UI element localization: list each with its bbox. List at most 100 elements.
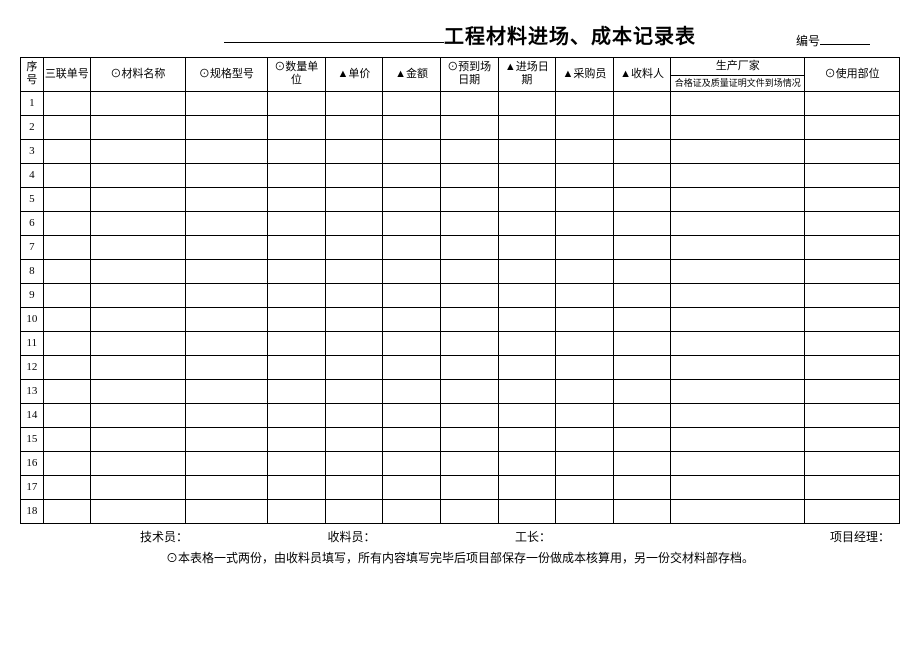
cell-empty <box>90 499 185 523</box>
cell-empty <box>325 499 383 523</box>
cell-empty <box>498 115 556 139</box>
cell-empty <box>185 475 267 499</box>
cell-empty <box>90 283 185 307</box>
cell-empty <box>383 235 441 259</box>
cell-empty <box>268 211 326 235</box>
cell-empty <box>440 163 498 187</box>
cell-empty <box>440 187 498 211</box>
cell-empty <box>43 499 90 523</box>
cell-empty <box>671 211 805 235</box>
table-row: 2 <box>21 115 900 139</box>
cell-empty <box>671 115 805 139</box>
cell-empty <box>613 283 671 307</box>
cell-empty <box>440 355 498 379</box>
cell-empty <box>268 163 326 187</box>
cell-empty <box>383 355 441 379</box>
cell-empty <box>43 91 90 115</box>
cell-empty <box>383 259 441 283</box>
cell-empty <box>90 211 185 235</box>
cell-empty <box>43 331 90 355</box>
cell-empty <box>613 259 671 283</box>
cell-empty <box>556 451 614 475</box>
cell-empty <box>268 355 326 379</box>
cell-empty <box>383 499 441 523</box>
cell-empty <box>498 91 556 115</box>
cell-empty <box>805 91 900 115</box>
table-row: 6 <box>21 211 900 235</box>
cell-empty <box>268 331 326 355</box>
cell-empty <box>383 427 441 451</box>
cell-seq: 4 <box>21 163 44 187</box>
cell-empty <box>383 451 441 475</box>
cell-empty <box>613 235 671 259</box>
cell-empty <box>268 499 326 523</box>
cell-empty <box>43 235 90 259</box>
cell-seq: 14 <box>21 403 44 427</box>
cell-empty <box>440 139 498 163</box>
cell-empty <box>268 379 326 403</box>
cell-empty <box>498 283 556 307</box>
cell-empty <box>805 307 900 331</box>
cell-empty <box>805 379 900 403</box>
cell-empty <box>613 115 671 139</box>
cell-empty <box>43 115 90 139</box>
cell-empty <box>498 403 556 427</box>
cell-empty <box>805 331 900 355</box>
cell-empty <box>325 451 383 475</box>
cell-empty <box>671 235 805 259</box>
cell-empty <box>498 499 556 523</box>
cell-empty <box>556 163 614 187</box>
th-amount: ▲金额 <box>383 58 441 92</box>
footnote: ⊙本表格一式两份，由收料员填写，所有内容填写完毕后项目部保存一份做成本核算用，另… <box>20 549 900 566</box>
cell-empty <box>671 331 805 355</box>
th-buyer: ▲采购员 <box>556 58 614 92</box>
cell-empty <box>43 427 90 451</box>
table-row: 17 <box>21 475 900 499</box>
cell-seq: 15 <box>21 427 44 451</box>
cell-seq: 3 <box>21 139 44 163</box>
cell-empty <box>185 139 267 163</box>
table-row: 12 <box>21 355 900 379</box>
cell-empty <box>90 115 185 139</box>
serial-blank-underline <box>820 33 870 45</box>
cell-seq: 18 <box>21 499 44 523</box>
cell-empty <box>498 211 556 235</box>
cell-empty <box>325 331 383 355</box>
cell-empty <box>90 91 185 115</box>
cell-empty <box>671 499 805 523</box>
cell-empty <box>325 211 383 235</box>
cell-seq: 12 <box>21 355 44 379</box>
cell-empty <box>43 451 90 475</box>
cell-seq: 5 <box>21 187 44 211</box>
cell-empty <box>556 475 614 499</box>
th-name: ⊙材料名称 <box>90 58 185 92</box>
cell-empty <box>613 355 671 379</box>
th-mfr-sub: 合格证及质量证明文件到场情况 <box>671 76 805 92</box>
cell-empty <box>90 475 185 499</box>
cell-empty <box>185 91 267 115</box>
cell-empty <box>90 187 185 211</box>
table-body: 123456789101112131415161718 <box>21 91 900 523</box>
cell-empty <box>268 307 326 331</box>
table-row: 3 <box>21 139 900 163</box>
cell-empty <box>383 211 441 235</box>
cell-empty <box>185 307 267 331</box>
serial-block: 编号 <box>796 32 870 49</box>
cell-empty <box>556 403 614 427</box>
table-row: 7 <box>21 235 900 259</box>
cell-empty <box>43 403 90 427</box>
cell-empty <box>613 139 671 163</box>
sign-tech: 技术员： <box>140 528 328 545</box>
th-mfr-top: 生产厂家 <box>671 58 805 76</box>
th-arrive: ▲进场日期 <box>498 58 556 92</box>
cell-empty <box>556 379 614 403</box>
cell-seq: 11 <box>21 331 44 355</box>
cell-empty <box>90 403 185 427</box>
cell-empty <box>498 187 556 211</box>
cell-empty <box>805 139 900 163</box>
cell-empty <box>383 475 441 499</box>
cell-empty <box>671 163 805 187</box>
cell-empty <box>325 355 383 379</box>
cell-empty <box>43 283 90 307</box>
cell-empty <box>805 187 900 211</box>
